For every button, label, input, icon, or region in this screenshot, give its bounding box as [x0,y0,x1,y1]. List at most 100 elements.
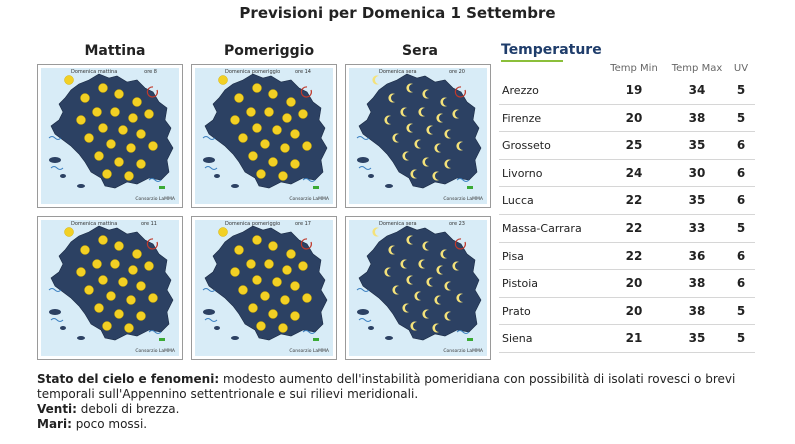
sun-icon [282,113,292,123]
weather-map-area: Domenica mattina ore 11 Consorzio LaMMA [41,220,179,356]
sun-icon [230,267,240,277]
uv-value: 5 [736,303,746,318]
map-credit: Consorzio LaMMA [443,197,483,202]
island [60,326,66,330]
temperature-rows: Arezzo 19 34 5 Firenze 20 38 5 Grosseto 25 35 6 Livo… [499,77,755,353]
sun-icon [298,109,308,119]
city-name: Siena [502,332,533,346]
temp-max-value: 33 [688,220,706,235]
sea-wave-icon [302,330,316,334]
wind-label: Venti: [37,402,77,416]
moon-icon [414,139,421,149]
sun-icon [148,141,158,151]
sun-icon [98,235,108,245]
moon-icon [452,109,459,119]
sun-icon [132,249,142,259]
sun-icon [218,227,228,237]
island [385,184,393,188]
sun-icon [230,115,240,125]
sun-icon [114,89,124,99]
temperature-title: Temperature [501,42,602,58]
sun-icon [234,245,244,255]
map-hour: ore 11 [140,221,157,227]
uv-value: 6 [736,248,746,263]
moon-icon [426,277,433,287]
sun-icon [248,303,258,313]
island [368,326,374,330]
legend-swatch [159,338,165,341]
temp-max-value: 38 [688,110,706,125]
wind-arrow-icon [454,238,466,250]
uv-value: 5 [736,331,746,346]
temperature-title-underline [501,60,563,62]
island [60,174,66,178]
map-period: Domenica pomeriggio [225,69,281,75]
moon-icon [400,259,407,269]
sea-wave-icon [202,136,216,140]
moon-icon [392,133,399,143]
moon-icon [384,115,391,125]
island [357,309,369,315]
map-period: Domenica sera [379,69,417,75]
temperature-table: Temp Min Temp Max UV Arezzo 19 34 5 Firenze 2… [499,63,755,353]
sun-icon [84,133,94,143]
city-name: Massa-Carrara [502,221,582,235]
header-temp-max: Temp Max [671,63,723,74]
region-land [358,225,482,341]
weather-map-area: Domenica sera ore 20 Consorzio LaMMA [349,68,487,204]
uv-value: 5 [736,83,746,97]
map-credit: Consorzio LaMMA [289,197,329,202]
sun-icon [144,261,154,271]
sun-icon [260,291,270,301]
temp-min-value: 20 [625,110,643,125]
moon-icon [406,275,413,285]
island [77,336,85,340]
forecast-description: Stato del cielo e fenomeni: modesto aume… [37,372,777,432]
moon-icon [436,113,443,123]
moon-icon [444,311,451,321]
sky-label: Stato del cielo e fenomeni: [37,372,220,386]
sun-icon [252,83,262,93]
sea-wave-icon [356,288,370,292]
sea-wave-icon [302,178,316,182]
page-title: Previsioni per Domenica 1 Settembre [239,4,556,22]
map-credit: Consorzio LaMMA [289,349,329,354]
sun-icon [132,97,142,107]
temp-max-value: 36 [688,248,706,263]
island [203,157,215,163]
island [77,184,85,188]
sun-icon [80,93,90,103]
sun-icon [124,323,134,333]
sun-icon [80,245,90,255]
tuscany-map-icon [48,225,174,341]
sun-icon [126,295,136,305]
temp-max-value: 35 [688,331,706,346]
sun-icon [136,129,146,139]
sun-icon [272,277,282,287]
temperature-row: Siena 21 35 5 [499,325,755,353]
island [357,157,369,163]
sun-icon [252,275,262,285]
temp-min-value: 20 [625,276,643,291]
region-land [358,73,482,189]
sea-line: Mari: poco mossi. [37,417,777,432]
moon-icon [372,75,379,85]
sun-icon [128,265,138,275]
tuscany-map-icon [356,225,482,341]
sun-icon [268,157,278,167]
sun-icon [290,311,300,321]
sun-icon [264,259,274,269]
sky-line: Stato del cielo e fenomeni: modesto aume… [37,372,777,402]
island [231,336,239,340]
moon-icon [436,265,443,275]
sun-icon [98,123,108,133]
moon-icon [406,83,413,93]
temperature-table-header: Temp Min Temp Max UV [499,63,755,77]
sun-icon [76,115,86,125]
city-name: Pistoia [502,277,539,291]
sun-icon [64,75,74,85]
weather-map-area: Domenica pomeriggio ore 14 Consorzio LaMMA [195,68,333,204]
map-hour: ore 23 [448,221,465,227]
moon-icon [406,123,413,133]
region-land [204,225,328,341]
